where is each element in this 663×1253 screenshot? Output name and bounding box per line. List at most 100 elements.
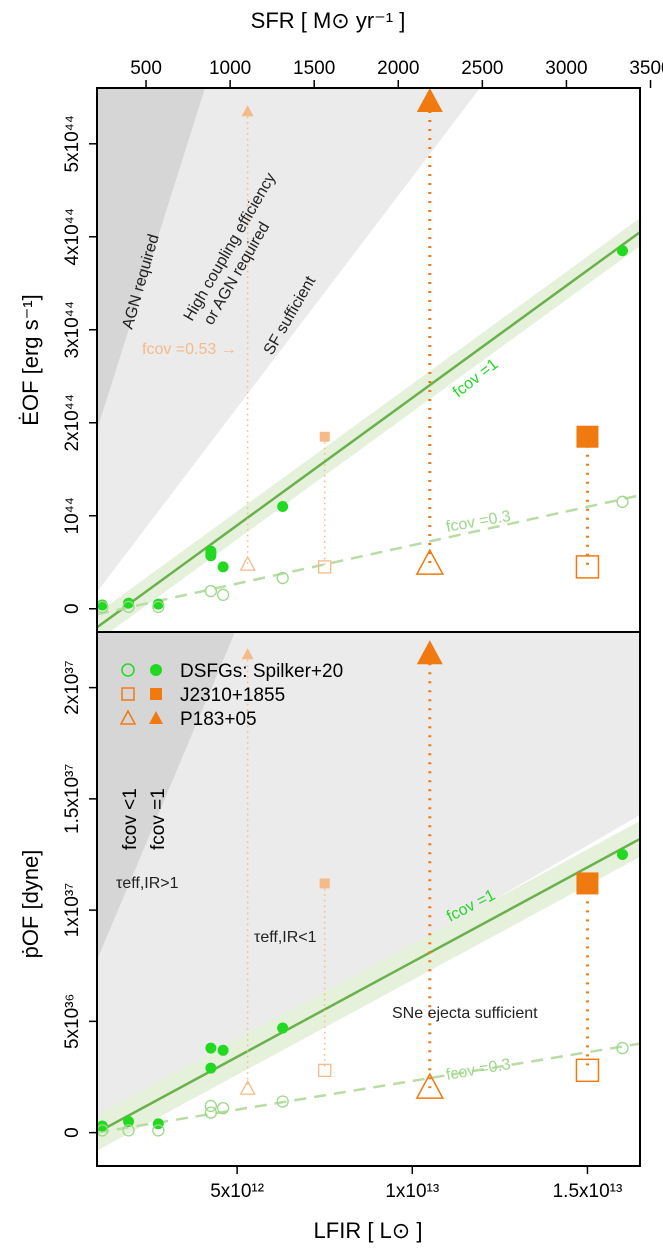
legend-open-triangle bbox=[119, 709, 137, 725]
x-tick-label: 1.5x10¹³ bbox=[553, 1181, 623, 1202]
dsfg-point-filled bbox=[123, 597, 135, 609]
y-tick-label: 4x10⁴⁴ bbox=[62, 208, 83, 266]
legend-fcov-eq-1: fcov =1 bbox=[148, 788, 169, 850]
fcov-03-line bbox=[97, 494, 640, 616]
p183-point-filled-light bbox=[241, 105, 254, 117]
y-tick-label: 10⁴⁴ bbox=[62, 497, 83, 534]
top-tick-label: 500 bbox=[130, 58, 162, 79]
j2310-point-filled bbox=[576, 425, 599, 448]
dsfg-point-open bbox=[122, 600, 135, 614]
y-tick-label: 1.5x10³⁷ bbox=[62, 764, 83, 834]
bottom-panel bbox=[97, 632, 640, 1151]
fcov-1-line bbox=[97, 837, 640, 1134]
top-tick-label: 2500 bbox=[461, 58, 503, 79]
fcov-1-line bbox=[97, 231, 640, 629]
x-tick-label: 5x10¹² bbox=[210, 1181, 264, 1202]
j2310-point-filled bbox=[576, 872, 599, 895]
legend-open-square bbox=[121, 687, 135, 701]
legend-dsfgs: DSFGs: Spilker+20 bbox=[180, 661, 343, 682]
region-high-coupling bbox=[97, 88, 480, 592]
dsfg-point-open bbox=[97, 1124, 109, 1137]
dsfg-point-open bbox=[616, 1041, 629, 1055]
j2310-point-open-light bbox=[318, 1063, 332, 1077]
p183-point-filled bbox=[416, 88, 443, 112]
y-tick-label: 5x10³⁶ bbox=[62, 994, 83, 1049]
dsfg-point-filled bbox=[152, 1118, 164, 1130]
p183-point-open bbox=[415, 1072, 445, 1099]
legend-fcov-lt-1: fcov <1 bbox=[120, 788, 141, 850]
top-axis-label: SFR [ M⊙ yr⁻¹ ] bbox=[251, 8, 406, 33]
p183-point-open bbox=[415, 548, 445, 575]
j2310-point-open bbox=[575, 1058, 600, 1083]
top-tick-label: 1000 bbox=[209, 58, 251, 79]
dsfg-point-open bbox=[276, 571, 289, 585]
dsfg-point-open bbox=[216, 1102, 230, 1115]
y-tick-label: 1x10³⁷ bbox=[62, 883, 83, 938]
ann-tau-gt-1: τeff,IR>1 bbox=[116, 875, 179, 892]
region-agn-required bbox=[97, 88, 205, 430]
dsfg-point-open bbox=[122, 1124, 135, 1137]
dsfg-point-filled bbox=[217, 1044, 229, 1056]
top-panel-ylabel: ĖOF [erg s⁻¹] bbox=[18, 294, 43, 425]
dsfg-point-open bbox=[97, 600, 109, 614]
top-tick-label: 1500 bbox=[293, 58, 335, 79]
y-tick-label: 2x10³⁷ bbox=[62, 660, 83, 715]
bottom-panel-ylabel: ṗOF [dyne] bbox=[18, 850, 43, 959]
legend: DSFGs: Spilker+20 J2310+1855 P183+05 fco… bbox=[119, 661, 343, 850]
y-tick-label: 0 bbox=[62, 603, 83, 614]
dsfg-point-open bbox=[616, 495, 629, 508]
top-tick-label: 2000 bbox=[377, 58, 419, 79]
dsfg-point-filled bbox=[97, 1120, 108, 1132]
j2310-point-filled-light bbox=[319, 431, 330, 442]
ann-fcov-053: fcov =0.53 → bbox=[142, 341, 237, 358]
legend-open-circle bbox=[121, 663, 135, 677]
top-y-ticks: 0 10⁴⁴ 2x10⁴⁴ 3x10⁴⁴ 4x10⁴⁴ 5x10⁴⁴ bbox=[62, 115, 97, 614]
dsfg-point-open bbox=[152, 1124, 165, 1137]
bottom-y-ticks: 0 5x10³⁶ 1x10³⁷ 1.5x10³⁷ 2x10³⁷ bbox=[62, 660, 97, 1138]
y-tick-label: 0 bbox=[62, 1127, 83, 1138]
region-tau-gt-1 bbox=[97, 632, 640, 1130]
p183-point-open-light bbox=[239, 555, 256, 571]
legend-filled-circle bbox=[150, 664, 162, 676]
dsfg-point-open bbox=[276, 1095, 289, 1108]
legend-filled-square bbox=[150, 688, 162, 700]
dsfg-point-filled bbox=[217, 561, 229, 573]
dsfg-point-open bbox=[204, 1099, 218, 1113]
y-tick-label: 5x10⁴⁴ bbox=[62, 115, 83, 173]
bottom-axis-label: LFIR [ L⊙ ] bbox=[314, 1218, 423, 1243]
j2310-point-filled-light bbox=[319, 878, 330, 889]
dsfg-point-filled bbox=[205, 547, 217, 559]
j2310-point-open bbox=[575, 555, 600, 579]
region-tau-gt-1-dark bbox=[97, 632, 235, 960]
fcov-03-line bbox=[97, 1042, 640, 1134]
y-tick-label: 3x10⁴⁴ bbox=[62, 301, 83, 359]
x-tick-label: 1x10¹³ bbox=[385, 1181, 439, 1202]
p183-point-filled-light bbox=[241, 648, 254, 660]
bottom-panel-frame bbox=[96, 631, 641, 1167]
ann-sne-sufficient: SNe ejecta sufficient bbox=[392, 1005, 538, 1022]
p183-point-filled bbox=[416, 640, 443, 665]
dsfg-point-filled bbox=[152, 598, 164, 610]
top-panel bbox=[97, 88, 640, 632]
dsfg-point-filled bbox=[616, 849, 628, 860]
dsfg-point-open bbox=[152, 600, 165, 614]
dsfg-point-open bbox=[204, 584, 218, 598]
dsfg-point-filled bbox=[616, 245, 628, 257]
dsfg-point-filled bbox=[205, 1062, 217, 1074]
dsfg-point-filled bbox=[205, 1042, 217, 1054]
dsfg-point-open bbox=[216, 588, 230, 601]
top-tick-label: 3000 bbox=[545, 58, 587, 79]
dsfg-point-filled bbox=[123, 1116, 135, 1127]
j2310-point-open-light bbox=[318, 560, 332, 574]
y-tick-label: 2x10⁴⁴ bbox=[62, 394, 83, 452]
dsfg-point-filled bbox=[277, 500, 289, 512]
dsfg-point-open bbox=[204, 1106, 218, 1119]
bottom-x-ticks: 5x10¹² 1x10¹³ 1.5x10¹³ bbox=[210, 1166, 622, 1202]
p183-point-open-light bbox=[239, 1079, 256, 1095]
legend-j2310: J2310+1855 bbox=[180, 685, 285, 706]
legend-filled-triangle bbox=[149, 711, 163, 724]
dsfg-point-filled bbox=[277, 1022, 289, 1034]
